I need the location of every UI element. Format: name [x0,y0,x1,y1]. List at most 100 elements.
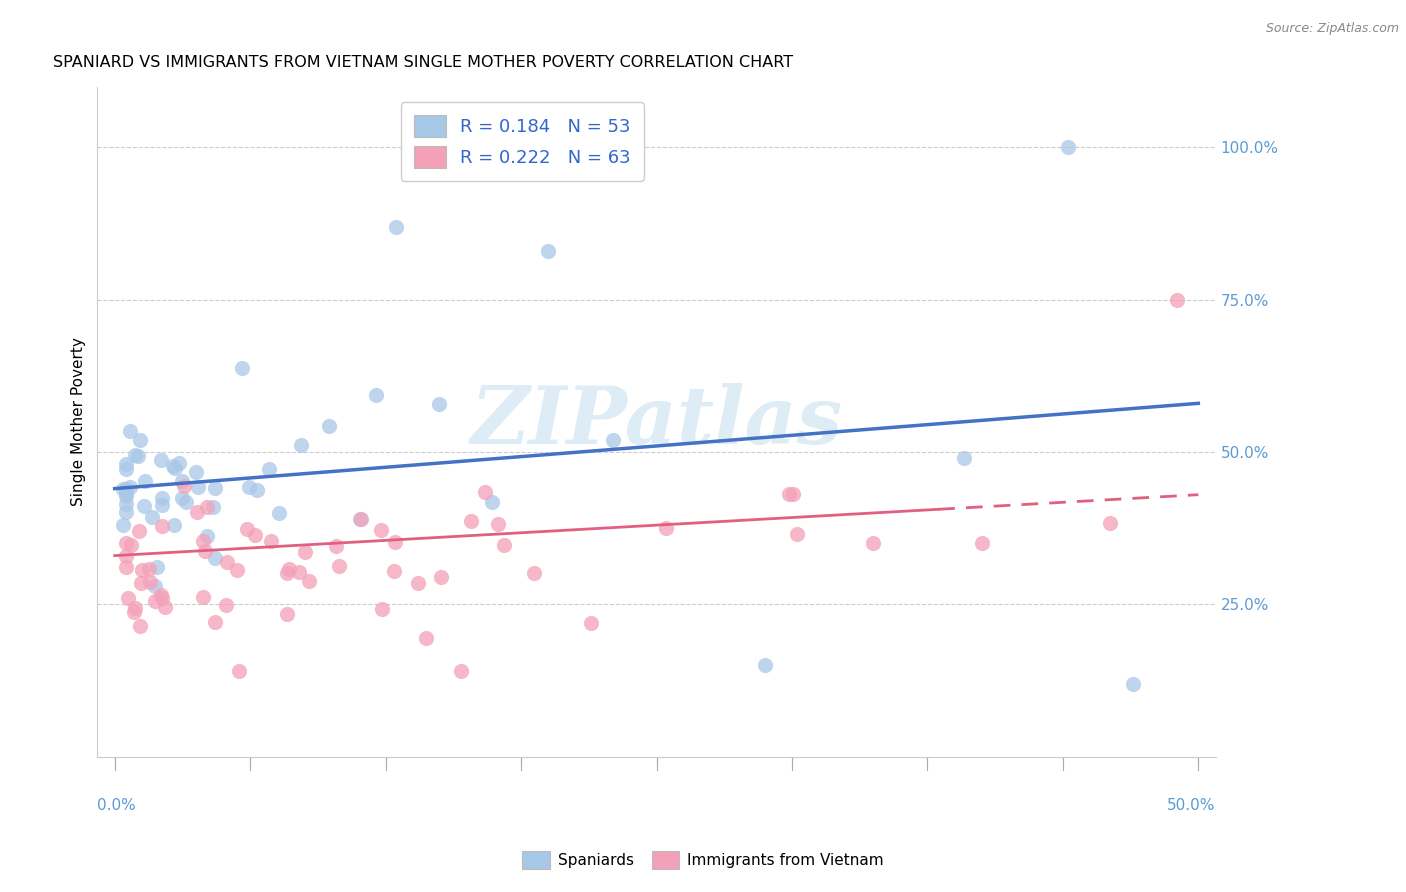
Point [288,565,311,579]
Point [215,598,238,612]
Point [260,533,283,548]
Legend: R = 0.184   N = 53, R = 0.222   N = 63: R = 0.184 N = 53, R = 0.222 N = 63 [401,103,644,181]
Point [450,665,472,679]
Point [184,465,207,479]
Point [238,480,260,494]
Point [150,591,173,605]
Point [112,482,135,496]
Point [141,510,163,524]
Point [953,450,976,465]
Point [655,521,678,535]
Point [1057,140,1080,154]
Point [120,480,142,494]
Point [129,576,152,591]
Point [193,590,215,604]
Point [114,486,136,500]
Point [124,601,146,615]
Point [276,566,298,581]
Point [114,497,136,511]
Point [385,219,408,234]
Point [165,461,187,475]
Text: 0.0%: 0.0% [97,798,136,814]
Point [114,505,136,519]
Point [167,456,190,470]
Point [349,512,371,526]
Point [427,397,450,411]
Point [162,459,184,474]
Point [124,605,146,619]
Point [118,424,141,438]
Point [382,564,405,578]
Point [429,570,451,584]
Point [782,487,804,501]
Point [152,518,174,533]
Point [120,539,142,553]
Point [114,560,136,574]
Point [129,434,152,448]
Point [581,615,603,630]
Point [236,522,259,536]
Point [786,527,808,541]
Point [602,433,624,447]
Point [150,491,173,505]
Point [217,555,239,569]
Point [194,544,217,558]
Point [492,538,515,552]
Point [174,495,197,509]
Point [204,615,226,630]
Point [114,536,136,550]
Point [145,560,167,574]
Point [415,631,437,645]
Point [474,485,496,500]
Point [129,618,152,632]
Text: Source: ZipAtlas.com: Source: ZipAtlas.com [1265,22,1399,36]
Point [246,483,269,498]
Point [276,607,298,622]
Point [328,558,350,573]
Point [114,482,136,496]
Point [139,575,162,590]
Point [155,600,177,615]
Point [1166,293,1188,307]
Point [537,244,560,258]
Point [117,591,139,605]
Point [384,535,406,549]
Point [112,518,135,533]
Point [243,528,266,542]
Point [124,448,146,462]
Point [143,594,166,608]
Point [269,506,291,520]
Text: SPANIARD VS IMMIGRANTS FROM VIETNAM SINGLE MOTHER POVERTY CORRELATION CHART: SPANIARD VS IMMIGRANTS FROM VIETNAM SING… [52,55,793,70]
Point [1098,516,1121,530]
Point [226,563,249,577]
Point [298,574,321,588]
Text: ZIPatlas: ZIPatlas [471,383,842,460]
Point [201,500,224,514]
Point [204,550,226,565]
Point [132,500,155,514]
Point [294,545,316,559]
Point [114,489,136,503]
Point [170,474,193,488]
Point [370,523,392,537]
Point [187,480,209,494]
Point [318,418,340,433]
Point [127,449,149,463]
Point [778,486,800,500]
Point [754,658,776,673]
Point [149,452,172,467]
Point [149,588,172,602]
Point [970,536,993,550]
Point [290,438,312,452]
Point [325,539,347,553]
Point [228,665,250,679]
Point [131,563,153,577]
Point [349,512,371,526]
Point [486,517,509,532]
Point [114,549,136,563]
Text: 50.0%: 50.0% [1167,798,1216,814]
Point [114,457,136,471]
Point [128,524,150,538]
Point [277,562,299,576]
Point [1122,676,1144,690]
